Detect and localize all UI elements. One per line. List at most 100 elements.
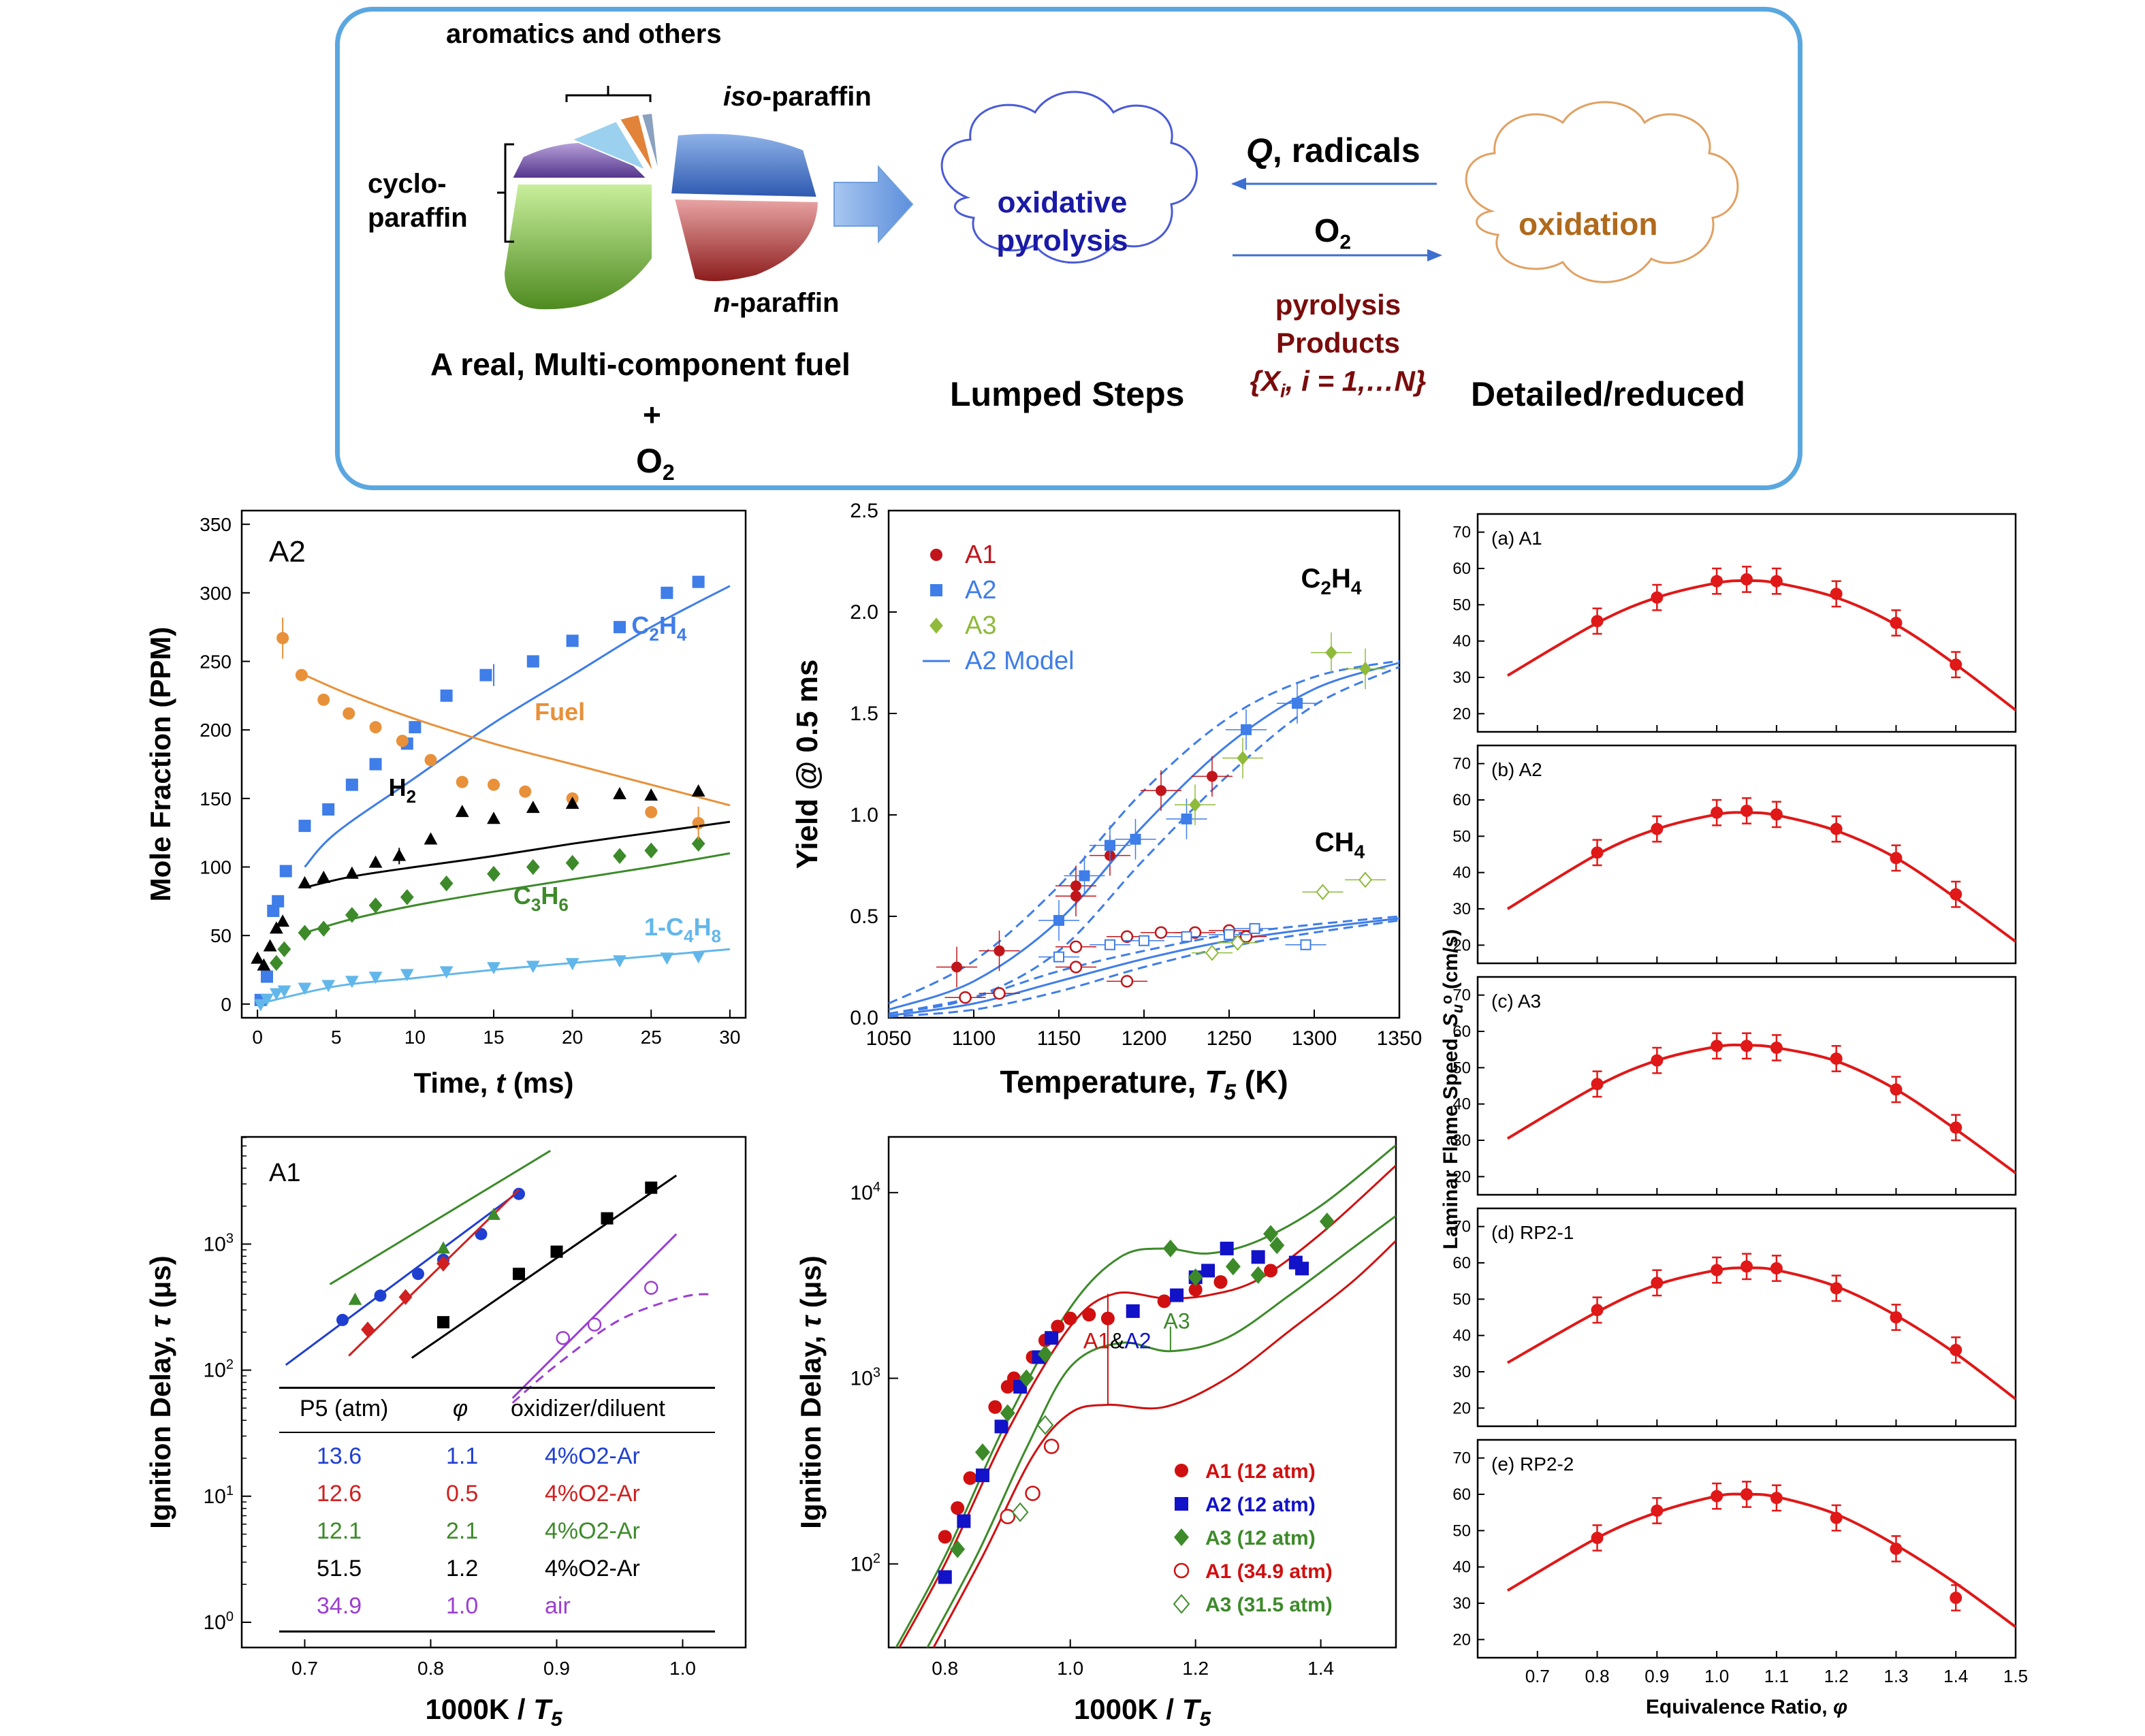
model-dashed (511, 1293, 714, 1404)
fit-curve (1506, 1492, 2017, 1628)
q-radicals-label: Q, radicals (1246, 131, 1420, 170)
pie-slice-aromatics-orange (618, 113, 654, 174)
data-point (601, 1212, 614, 1225)
y-tick-label: 100 (200, 857, 232, 878)
data-point-C2H4 (345, 778, 358, 791)
data-point (1000, 1404, 1015, 1422)
o2-subscript: 2 (662, 460, 675, 485)
data-point-C2H4 (661, 586, 673, 599)
y-tick-label: 70 (1452, 1218, 1471, 1236)
x-tick-label: 0.9 (543, 1658, 570, 1679)
panel-label: (b) A2 (1491, 759, 1542, 780)
data-point-Fuel (396, 735, 409, 748)
table-row: 12.6 0.5 4%O2-Ar (279, 1481, 708, 1515)
pyro-line2: Products (1275, 327, 1401, 359)
series-label-Fuel: Fuel (535, 698, 585, 726)
iso-paraffin-label: iso-paraffin (723, 82, 872, 112)
data-point-Fuel (456, 775, 468, 788)
y-tick-label: 60 (1452, 1254, 1471, 1272)
y-tick-label: 60 (1452, 560, 1471, 578)
y-tick-label: 250 (200, 651, 232, 672)
o2-mid-label: O2 (1314, 212, 1351, 255)
header-phi: φ (453, 1396, 468, 1421)
model-curve (926, 1215, 1396, 1647)
y-tick-label: 50 (1452, 1522, 1471, 1540)
data-point-Fuel (343, 707, 355, 720)
pyrolysis-products-label: pyrolysis Products {Xi, i = 1,…N} (1226, 286, 1450, 410)
cell-phi: 1.2 (446, 1556, 479, 1581)
x-tick-label: 5 (331, 1027, 342, 1048)
data-point (1830, 822, 1843, 835)
c2h4-point-A1 (1156, 785, 1166, 797)
cloud-oxidation-text: oxidation (1519, 206, 1658, 242)
o2-mid-symbol: O (1314, 213, 1340, 249)
data-point-1-C4H8 (260, 993, 274, 1006)
series-label-1-C4H8: 1-C4H8 (644, 913, 721, 946)
plus-sign: + (643, 397, 661, 432)
data-point (1711, 1264, 1723, 1276)
ch4-point-A2 (1053, 951, 1064, 963)
c2h4-point-A1 (951, 961, 962, 973)
y-tick-label: 50 (1452, 1290, 1471, 1308)
data-point (336, 1313, 349, 1326)
data-point (1770, 575, 1783, 588)
ch4-point-A1 (1069, 940, 1083, 953)
panel-label: (c) A3 (1491, 991, 1541, 1012)
x-tick-label: 0.8 (417, 1658, 444, 1679)
x-tick-label: 1.2 (1182, 1658, 1209, 1679)
data-point (1063, 1311, 1077, 1325)
data-point (645, 1181, 658, 1194)
data-point (436, 1255, 450, 1272)
header-p5: P5 (atm) (300, 1396, 389, 1421)
y-tick-label: 50 (1452, 1059, 1471, 1077)
fit-curve (1506, 1266, 2017, 1400)
x-tick-label: 10 (404, 1027, 426, 1048)
data-point (1890, 617, 1903, 629)
panel-label: A2 (269, 535, 306, 568)
y-tick-label: 50 (1452, 596, 1471, 614)
data-point (1711, 1040, 1723, 1052)
data-point (1082, 1308, 1096, 1322)
data-point (1651, 1505, 1664, 1517)
y-tick-label: 20 (1452, 1168, 1471, 1186)
data-point (988, 1400, 1002, 1414)
data-point (412, 1268, 424, 1281)
data-point-1-C4H8 (613, 955, 626, 968)
c2h4-point-A2 (1181, 813, 1192, 824)
data-point (1188, 1268, 1203, 1287)
model-curve-Fuel (304, 674, 731, 807)
data-point (1263, 1225, 1279, 1243)
data-point (1711, 575, 1723, 588)
legend-marker (930, 617, 943, 634)
data-point (1188, 1283, 1203, 1297)
data-point (437, 1316, 449, 1329)
cell-oxidizer: 4%O2-Ar (545, 1518, 640, 1544)
cloud-oxidative-pyrolysis (940, 91, 1198, 264)
cell-phi: 2.1 (446, 1518, 479, 1544)
data-point-Fuel (645, 805, 658, 818)
data-point-Fuel (519, 785, 532, 798)
legend-marker (930, 549, 942, 561)
fit-curve (1506, 811, 2017, 943)
table-header-row: P5 (atm) φ oxidizer/diluent (279, 1396, 708, 1430)
y-tick-label: 102 (851, 1551, 881, 1575)
cell-phi: 0.5 (446, 1481, 479, 1507)
data-point (1295, 1261, 1309, 1276)
y-tick-label: 60 (1452, 791, 1471, 809)
data-point (587, 1317, 602, 1332)
c2h4-point-A3 (1359, 662, 1371, 676)
data-point (1890, 852, 1903, 865)
data-point (1651, 1276, 1664, 1289)
lumped-steps-label: Lumped Steps (950, 375, 1185, 413)
schematic-graphics (497, 86, 1739, 311)
fuel-composition-pie (503, 112, 820, 311)
ch4-point-A2 (1224, 929, 1235, 940)
y-tick-label: 20 (1452, 705, 1471, 723)
y-tick-label: 30 (1452, 1363, 1471, 1381)
data-point (975, 1468, 989, 1483)
x-axis-title: Equivalence Ratio, φ (1646, 1696, 1847, 1718)
